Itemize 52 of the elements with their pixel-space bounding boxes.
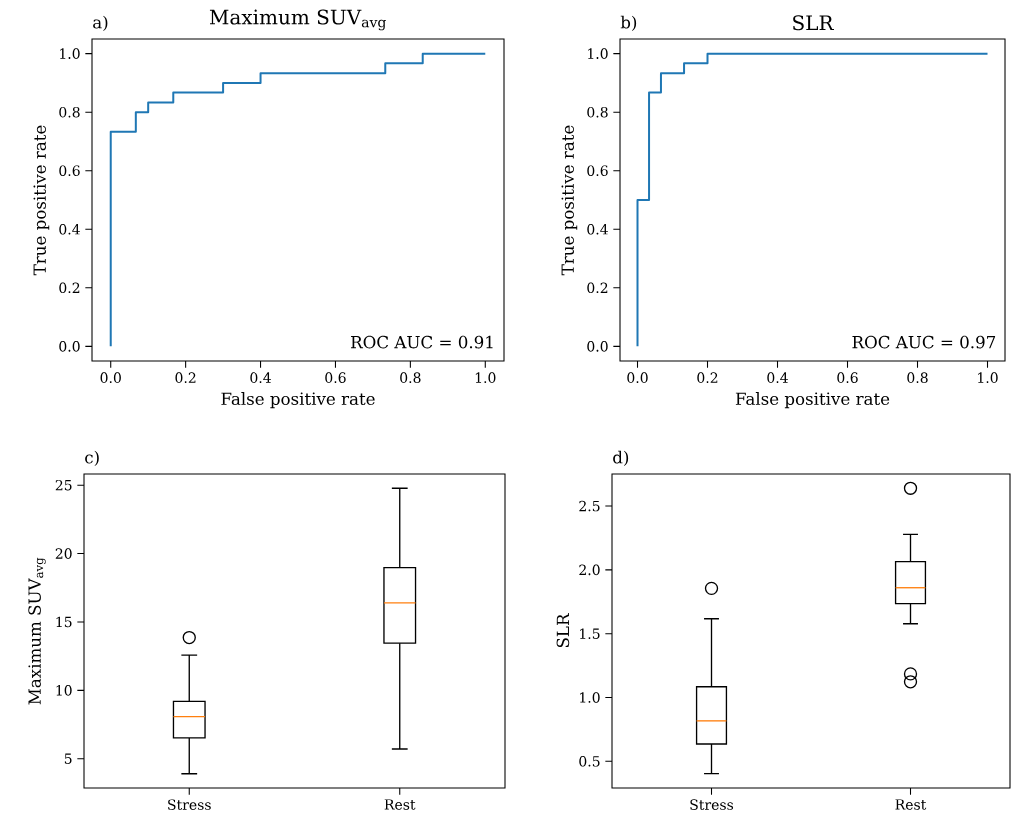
x-tick-label: 0.2 — [697, 372, 718, 383]
x-tick-label: Rest — [895, 799, 927, 810]
y-tick-label: 1.0 — [60, 48, 80, 59]
x-axis-title: False positive rate — [221, 392, 375, 409]
x-tick-label: Stress — [690, 799, 734, 810]
x-tick-label: 0.8 — [400, 372, 421, 383]
y-tick-label: 0.2 — [59, 282, 80, 294]
y-tick-label: 0.0 — [59, 341, 80, 352]
y-axis-title: True positive rate — [561, 125, 578, 276]
y-tick-label: 5 — [64, 753, 72, 764]
text: a) — [93, 15, 108, 31]
y-axis-title: Maximum SUV$_{avg}$ — [28, 557, 46, 705]
y-tick-label: 0.6 — [587, 165, 608, 177]
y-tick-label: 10 — [56, 685, 72, 696]
chart-title: SLR — [793, 15, 834, 31]
annotation: ROC AUC = 0.91 — [351, 335, 493, 349]
x-tick-label: 0.8 — [907, 372, 928, 383]
x-tick-label: 0.4 — [250, 372, 271, 383]
y-tick-label: 1.0 — [588, 48, 608, 59]
text: c) — [85, 450, 99, 466]
y-tick-label: 0.4 — [59, 223, 80, 235]
x-axis-title: False positive rate — [735, 392, 890, 409]
x-tick-label: 0.2 — [175, 372, 196, 383]
x-tick-label: 0.6 — [837, 372, 858, 383]
x-tick-label: 0.4 — [767, 372, 788, 383]
y-tick-label: 0.8 — [587, 106, 608, 118]
text: b) — [620, 15, 637, 31]
y-tick-label: 2.5 — [579, 500, 600, 512]
y-tick-label: 0.5 — [579, 756, 600, 767]
y-tick-label: 0.0 — [587, 341, 608, 352]
y-tick-label: 1.5 — [580, 628, 600, 639]
chart-title: Maximum SUV$_{avg}$ — [209, 9, 386, 31]
y-axis-title: SLR — [556, 613, 570, 648]
x-tick-label: Rest — [384, 799, 416, 810]
x-tick-label: Stress — [168, 799, 211, 810]
y-tick-label: 1.0 — [580, 692, 600, 703]
y-tick-label: 15 — [56, 616, 72, 628]
y-axis-title: True positive rate — [33, 125, 50, 276]
text: d) — [613, 450, 629, 466]
y-tick-label: 20 — [55, 548, 72, 559]
x-tick-label: 1.0 — [475, 372, 496, 383]
annotation: ROC AUC = 0.97 — [852, 335, 996, 349]
y-tick-label: 0.4 — [587, 223, 608, 235]
y-tick-label: 0.2 — [587, 282, 608, 294]
y-tick-label: 0.8 — [59, 106, 80, 118]
y-tick-label: 2.0 — [579, 564, 600, 576]
x-tick-label: 0.0 — [627, 372, 648, 383]
x-tick-label: 0.0 — [100, 372, 121, 383]
y-tick-label: 0.6 — [59, 165, 80, 177]
x-tick-label: 0.6 — [325, 372, 346, 383]
x-tick-label: 1.0 — [978, 372, 998, 383]
y-tick-label: 25 — [55, 479, 72, 491]
